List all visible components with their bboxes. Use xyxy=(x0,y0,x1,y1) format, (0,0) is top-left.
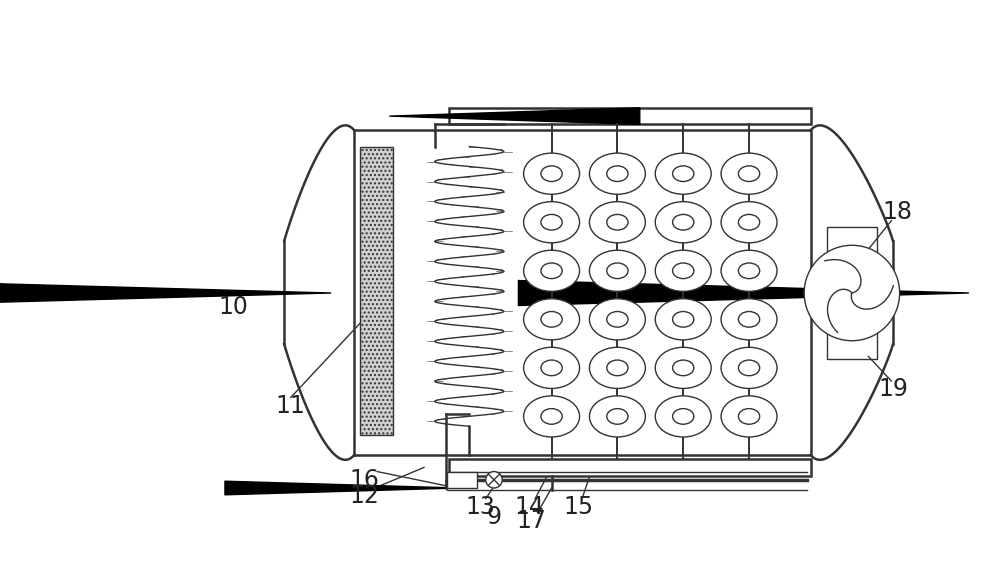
Ellipse shape xyxy=(541,166,562,182)
Ellipse shape xyxy=(524,250,580,291)
Ellipse shape xyxy=(607,360,628,376)
Text: 9: 9 xyxy=(486,505,501,529)
Ellipse shape xyxy=(607,166,628,182)
Ellipse shape xyxy=(673,166,694,182)
Ellipse shape xyxy=(541,263,562,278)
Ellipse shape xyxy=(721,396,777,437)
Bar xyxy=(360,146,393,435)
Text: 19: 19 xyxy=(878,377,908,401)
Ellipse shape xyxy=(589,250,645,291)
Ellipse shape xyxy=(721,202,777,243)
Ellipse shape xyxy=(655,153,711,195)
Ellipse shape xyxy=(721,153,777,195)
Ellipse shape xyxy=(673,214,694,230)
Bar xyxy=(449,459,811,476)
Text: 14: 14 xyxy=(514,495,544,519)
Ellipse shape xyxy=(524,202,580,243)
Ellipse shape xyxy=(738,166,760,182)
Ellipse shape xyxy=(738,214,760,230)
Ellipse shape xyxy=(655,299,711,340)
Bar xyxy=(447,472,477,488)
Text: 12: 12 xyxy=(350,484,380,508)
Ellipse shape xyxy=(589,347,645,389)
Ellipse shape xyxy=(721,347,777,389)
Ellipse shape xyxy=(589,153,645,195)
Ellipse shape xyxy=(541,408,562,424)
Ellipse shape xyxy=(607,263,628,278)
Text: 10: 10 xyxy=(218,295,248,319)
Ellipse shape xyxy=(589,299,645,340)
Ellipse shape xyxy=(524,153,580,195)
Bar xyxy=(449,108,811,124)
Circle shape xyxy=(804,246,900,340)
Ellipse shape xyxy=(738,360,760,376)
Ellipse shape xyxy=(655,250,711,291)
Ellipse shape xyxy=(738,408,760,424)
Text: 18: 18 xyxy=(882,200,912,224)
Text: 15: 15 xyxy=(564,495,594,519)
Ellipse shape xyxy=(655,347,711,389)
Ellipse shape xyxy=(655,202,711,243)
Ellipse shape xyxy=(607,214,628,230)
Text: 11: 11 xyxy=(276,394,306,418)
Ellipse shape xyxy=(524,299,580,340)
Text: 17: 17 xyxy=(516,509,546,533)
Ellipse shape xyxy=(673,408,694,424)
Text: 16: 16 xyxy=(350,468,380,492)
Ellipse shape xyxy=(673,312,694,327)
Ellipse shape xyxy=(721,299,777,340)
Bar xyxy=(827,227,877,359)
Ellipse shape xyxy=(607,408,628,424)
Ellipse shape xyxy=(524,396,580,437)
Ellipse shape xyxy=(541,360,562,376)
Ellipse shape xyxy=(738,263,760,278)
Circle shape xyxy=(486,472,502,488)
Ellipse shape xyxy=(589,396,645,437)
Ellipse shape xyxy=(524,347,580,389)
Ellipse shape xyxy=(673,263,694,278)
Ellipse shape xyxy=(655,396,711,437)
Ellipse shape xyxy=(738,312,760,327)
Ellipse shape xyxy=(589,202,645,243)
Ellipse shape xyxy=(541,312,562,327)
Text: 13: 13 xyxy=(465,495,495,519)
Ellipse shape xyxy=(721,250,777,291)
Ellipse shape xyxy=(541,214,562,230)
Ellipse shape xyxy=(607,312,628,327)
Ellipse shape xyxy=(673,360,694,376)
